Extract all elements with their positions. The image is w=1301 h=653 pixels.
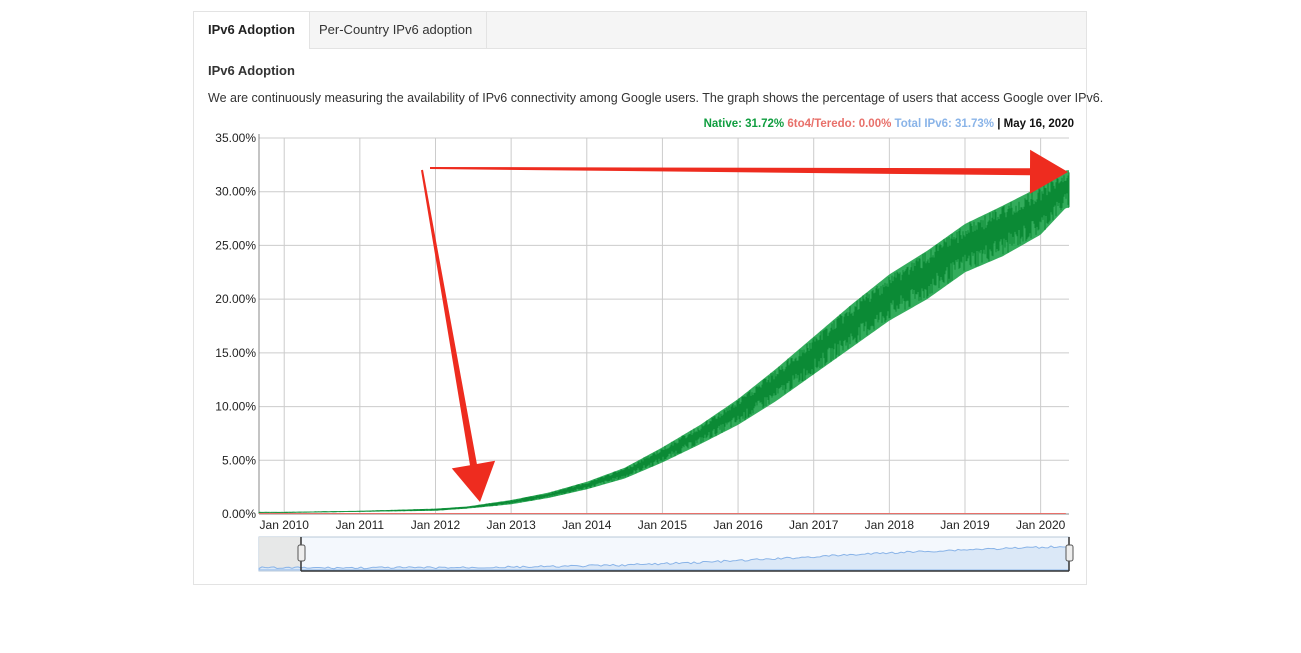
y-tick-label: 30.00% — [215, 185, 256, 199]
navigator-mask — [259, 537, 301, 571]
description-text: We are continuously measuring the availa… — [208, 91, 1104, 105]
navigator-left-handle[interactable] — [297, 544, 306, 562]
legend-teredo: 6to4/Teredo: 0.00% — [787, 118, 892, 130]
x-tick-label: Jan 2012 — [411, 518, 461, 532]
x-tick-label: Jan 2016 — [713, 518, 763, 532]
native-series-band — [259, 170, 1069, 513]
x-tick-label: Jan 2013 — [486, 518, 536, 532]
tab-per-country[interactable]: Per-Country IPv6 adoption — [305, 12, 488, 48]
legend-total: Total IPv6: 31.73% — [894, 118, 995, 130]
tab-bar: IPv6 Adoption Per-Country IPv6 adoption — [194, 12, 1086, 49]
x-tick-label: Jan 2011 — [336, 518, 385, 532]
legend-separator: | — [997, 118, 1004, 130]
x-tick-label: Jan 2015 — [638, 518, 688, 532]
navigator-series — [258, 545, 1070, 571]
y-tick-label: 0.00% — [222, 507, 256, 521]
x-tick-label: Jan 2014 — [562, 518, 612, 532]
chart-legend: Native: 31.72% 6to4/Teredo: 0.00% Total … — [704, 118, 1074, 130]
x-tick-label: Jan 2019 — [940, 518, 990, 532]
y-tick-label: 25.00% — [215, 238, 256, 252]
y-tick-label: 5.00% — [222, 453, 256, 467]
legend-date: May 16, 2020 — [1003, 118, 1074, 130]
navigator-right-handle[interactable] — [1065, 544, 1074, 562]
y-tick-label: 10.00% — [215, 400, 256, 414]
x-tick-label: Jan 2017 — [789, 518, 839, 532]
legend-native: Native: 31.72% — [703, 118, 785, 130]
x-tick-label: Jan 2010 — [260, 518, 310, 532]
x-tick-label: Jan 2020 — [1016, 518, 1066, 532]
ipv6-panel: IPv6 Adoption Per-Country IPv6 adoption … — [193, 11, 1103, 585]
native-series-line — [258, 172, 1070, 513]
tab-ipv6-adoption[interactable]: IPv6 Adoption — [194, 12, 310, 49]
y-tick-label: 15.00% — [215, 346, 256, 360]
section-title: IPv6 Adoption — [208, 63, 295, 78]
y-tick-label: 35.00% — [215, 131, 256, 145]
arrow-to-2012 — [421, 169, 496, 503]
arrow-to-2020 — [430, 149, 1068, 194]
x-tick-label: Jan 2018 — [865, 518, 915, 532]
y-tick-label: 20.00% — [215, 292, 256, 306]
